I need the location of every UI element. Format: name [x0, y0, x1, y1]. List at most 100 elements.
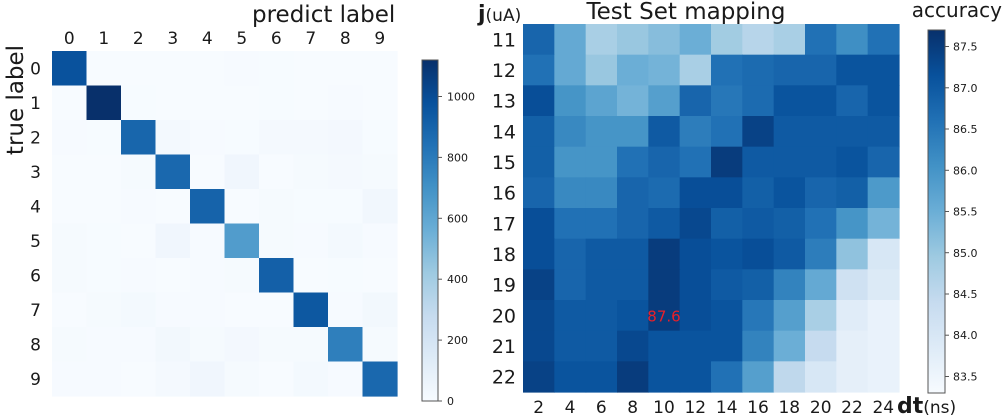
- confusion-cell: [293, 258, 329, 294]
- confusion-cell: [121, 189, 157, 225]
- accuracy-annotations: 87.6: [647, 307, 680, 325]
- accuracy-colorbar-tick-label: 84.5: [953, 288, 978, 301]
- confusion-x-axis-label: predict label: [252, 2, 395, 28]
- accuracy-colorbar-tick-label: 84.0: [953, 329, 978, 342]
- confusion-colorbar-tick-label: 200: [447, 334, 468, 347]
- accuracy-cell: [773, 361, 806, 393]
- accuracy-cell: [773, 177, 806, 209]
- confusion-cell: [52, 120, 88, 156]
- confusion-cell: [328, 361, 364, 397]
- confusion-matrix-cells: [52, 51, 398, 397]
- accuracy-y-tick-label: 19: [492, 275, 516, 297]
- accuracy-cell: [773, 208, 806, 240]
- accuracy-cell: [617, 361, 649, 393]
- confusion-cell: [86, 85, 122, 121]
- confusion-colorbar-tick-label: 1000: [447, 91, 475, 104]
- accuracy-cell: [617, 24, 649, 56]
- confusion-cell: [328, 120, 364, 156]
- accuracy-cell: [836, 269, 869, 301]
- accuracy-y-tick-label: 11: [492, 29, 516, 51]
- accuracy-colorbar-tick-label: 87.5: [953, 41, 978, 54]
- confusion-cell: [224, 292, 260, 328]
- confusion-cell: [121, 361, 157, 397]
- accuracy-cell: [867, 24, 900, 56]
- confusion-cell: [155, 189, 191, 225]
- confusion-cell: [86, 154, 122, 190]
- confusion-y-tick-label: 3: [30, 163, 41, 183]
- accuracy-cell: [585, 238, 618, 270]
- accuracy-cell: [585, 361, 618, 393]
- confusion-cell: [259, 327, 295, 363]
- confusion-x-tick-label: 3: [167, 29, 178, 49]
- confusion-cell: [224, 258, 260, 294]
- confusion-cell: [155, 292, 191, 328]
- confusion-colorbar-tick-label: 800: [447, 151, 468, 164]
- accuracy-cell: [836, 300, 869, 332]
- accuracy-cell: [617, 177, 649, 209]
- accuracy-cell: [805, 330, 837, 362]
- accuracy-cell: [742, 177, 775, 209]
- accuracy-cell: [836, 85, 869, 117]
- accuracy-y-tick-label: 21: [492, 336, 516, 358]
- confusion-cell: [293, 120, 329, 156]
- accuracy-cell: [742, 361, 775, 393]
- confusion-x-tick-label: 6: [271, 29, 282, 49]
- confusion-cell: [86, 223, 122, 259]
- confusion-y-axis-label: true label: [3, 45, 29, 155]
- confusion-y-ticks: 0 1 2 3 4 5 6 7 8 9: [30, 59, 41, 389]
- accuracy-cell: [585, 300, 618, 332]
- accuracy-cell: [805, 269, 837, 301]
- confusion-cell: [86, 258, 122, 294]
- accuracy-cell: [742, 238, 775, 270]
- accuracy-y-tick-label: 14: [492, 121, 516, 143]
- x-axis-label-bold: dt: [897, 394, 924, 419]
- accuracy-y-tick-label: 22: [492, 367, 516, 389]
- y-axis-label-bold: j: [477, 2, 486, 27]
- accuracy-x-tick-label: 10: [653, 398, 675, 418]
- confusion-cell: [362, 361, 398, 397]
- confusion-cell: [224, 120, 260, 156]
- confusion-cell: [328, 85, 364, 121]
- confusion-cell: [362, 120, 398, 156]
- accuracy-cell: [554, 330, 587, 362]
- confusion-x-tick-label: 7: [305, 29, 316, 49]
- accuracy-x-tick-label: 4: [565, 398, 576, 418]
- confusion-cell: [86, 361, 122, 397]
- confusion-cell: [155, 51, 191, 87]
- confusion-y-tick-label: 7: [30, 301, 41, 321]
- accuracy-cell: [648, 177, 681, 209]
- accuracy-cell: [679, 238, 712, 270]
- accuracy-cell: [679, 24, 712, 56]
- confusion-cell: [155, 361, 191, 397]
- accuracy-cell: [679, 330, 712, 362]
- confusion-cell: [362, 327, 398, 363]
- confusion-y-tick-label: 0: [30, 59, 41, 79]
- accuracy-cell: [648, 146, 681, 178]
- accuracy-cell: [742, 116, 775, 148]
- accuracy-cell: [711, 300, 743, 332]
- accuracy-cell: [554, 177, 587, 209]
- accuracy-y-tick-label: 15: [492, 152, 516, 174]
- confusion-cell: [328, 223, 364, 259]
- confusion-cell: [121, 51, 157, 87]
- confusion-cell: [155, 327, 191, 363]
- x-axis-label-unit: (ns): [923, 398, 956, 418]
- y-axis-label-unit: (uA): [486, 6, 522, 26]
- accuracy-heatmap-chart: Test Set mapping 2 4 6 8 10 12 14 16 18 20 22 24 11…: [477, 0, 1002, 419]
- accuracy-cell: [523, 330, 555, 362]
- confusion-x-tick-label: 0: [64, 29, 75, 49]
- confusion-y-tick-label: 2: [30, 128, 41, 148]
- accuracy-cell: [773, 238, 806, 270]
- accuracy-cell: [523, 85, 555, 117]
- accuracy-cell: [867, 361, 900, 393]
- confusion-cell: [190, 85, 226, 121]
- confusion-colorbar-ticks: 0 200 400 600 800 1000: [438, 91, 475, 408]
- accuracy-cell: [523, 361, 555, 393]
- confusion-y-tick-label: 8: [30, 335, 41, 355]
- confusion-x-tick-label: 4: [202, 29, 213, 49]
- confusion-cell: [259, 120, 295, 156]
- accuracy-cell: [711, 54, 743, 86]
- confusion-x-tick-label: 2: [133, 29, 144, 49]
- accuracy-colorbar-ticks: 83.5 84.0 84.5 85.0 85.5 86.0 86.5 87.0 87.5: [945, 41, 978, 384]
